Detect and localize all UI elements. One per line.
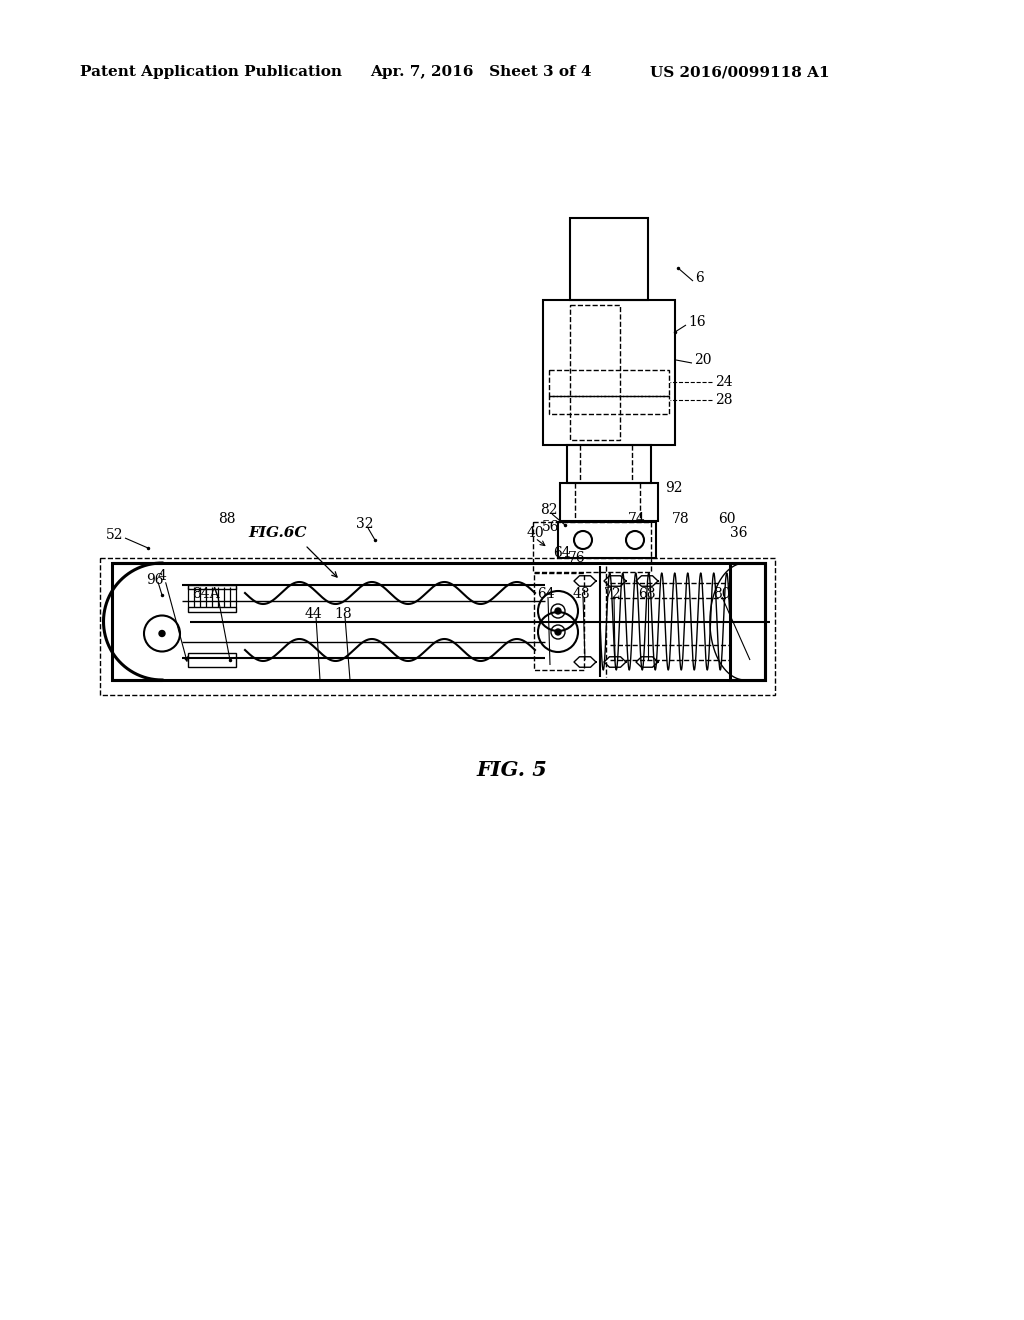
Text: 18: 18 — [334, 607, 351, 620]
Text: 96: 96 — [146, 573, 164, 587]
Text: US 2016/0099118 A1: US 2016/0099118 A1 — [650, 65, 829, 79]
Circle shape — [555, 609, 561, 614]
Text: Patent Application Publication: Patent Application Publication — [80, 65, 342, 79]
Bar — [188, 653, 236, 667]
Text: 88: 88 — [218, 512, 236, 525]
Text: 68: 68 — [638, 587, 655, 601]
Text: Apr. 7, 2016   Sheet 3 of 4: Apr. 7, 2016 Sheet 3 of 4 — [370, 65, 592, 79]
Bar — [570, 218, 648, 300]
Text: 20: 20 — [694, 352, 712, 367]
Text: 76: 76 — [568, 550, 586, 565]
Bar — [549, 370, 669, 396]
Circle shape — [555, 630, 561, 635]
Text: 24: 24 — [715, 375, 732, 389]
Text: 52: 52 — [106, 528, 124, 543]
Text: FIG.6C: FIG.6C — [248, 525, 306, 540]
Circle shape — [159, 631, 165, 636]
Bar — [112, 564, 765, 680]
Text: 72: 72 — [604, 587, 622, 601]
Bar — [570, 305, 620, 440]
Bar — [534, 573, 584, 671]
Text: 28: 28 — [715, 393, 732, 407]
Text: 64: 64 — [553, 546, 570, 560]
Text: 32: 32 — [356, 517, 374, 531]
Text: 6: 6 — [695, 271, 703, 285]
Text: 78: 78 — [672, 512, 689, 525]
Bar — [549, 396, 669, 414]
Bar — [100, 558, 775, 696]
Bar — [560, 483, 658, 521]
Text: 56: 56 — [542, 520, 559, 535]
Text: 4: 4 — [158, 569, 167, 583]
Text: 64: 64 — [537, 587, 555, 601]
Text: 48: 48 — [573, 587, 591, 601]
Bar — [567, 445, 651, 483]
Text: 74: 74 — [628, 512, 646, 525]
Text: 16: 16 — [688, 315, 706, 329]
Bar — [543, 300, 675, 445]
Text: 84A: 84A — [193, 587, 219, 601]
Text: 44: 44 — [305, 607, 323, 620]
Text: 40: 40 — [527, 525, 545, 540]
Bar — [558, 521, 656, 558]
Text: 92: 92 — [665, 480, 683, 495]
Text: 80: 80 — [713, 587, 730, 601]
Bar — [188, 585, 236, 589]
Text: 82: 82 — [540, 503, 557, 517]
Text: 60: 60 — [718, 512, 735, 525]
Bar — [188, 607, 236, 612]
Bar — [730, 564, 765, 680]
Text: 36: 36 — [730, 525, 748, 540]
Text: FIG. 5: FIG. 5 — [476, 760, 548, 780]
Bar — [534, 521, 651, 572]
